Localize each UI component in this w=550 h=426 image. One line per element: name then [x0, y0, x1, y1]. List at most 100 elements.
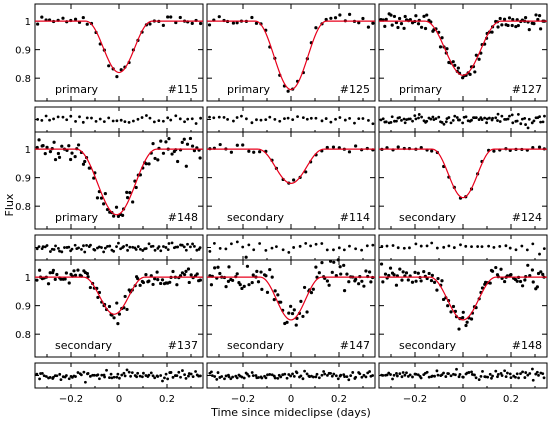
data-point: [342, 289, 347, 293]
data-point: [394, 283, 399, 287]
data-point: [276, 293, 280, 297]
data-point: [190, 21, 194, 25]
residual-point: [325, 248, 329, 252]
data-point: [392, 273, 396, 277]
residual-point: [157, 245, 161, 248]
data-point: [496, 25, 500, 29]
residual-point: [447, 116, 451, 119]
x-tick-label: −0.2: [403, 394, 427, 405]
residual-point: [442, 122, 446, 126]
x-tick-label: −0.2: [231, 394, 255, 405]
residual-point: [442, 371, 445, 375]
residual-point: [142, 371, 145, 375]
residual-point: [391, 244, 395, 247]
residual-point: [539, 120, 543, 124]
residual-point: [260, 376, 264, 380]
data-point: [153, 156, 157, 161]
residual-point: [181, 369, 184, 372]
residual-point: [287, 250, 291, 254]
residual-point: [138, 374, 142, 378]
data-point: [123, 294, 127, 299]
residual-point: [82, 244, 85, 248]
data-point: [218, 271, 222, 276]
data-point: [329, 16, 333, 20]
residual-point: [491, 116, 494, 120]
residual-point: [230, 242, 233, 246]
residual-point: [455, 116, 459, 119]
residual-point: [48, 118, 51, 122]
data-point: [285, 320, 289, 324]
residual-point: [89, 243, 92, 247]
data-point: [186, 267, 191, 271]
data-point: [64, 271, 68, 275]
residual-point: [317, 376, 321, 380]
residual-point: [491, 374, 494, 378]
residual-point: [525, 248, 529, 252]
data-point: [435, 288, 439, 292]
residual-point: [98, 117, 102, 121]
residual-point: [477, 118, 481, 121]
residual-point: [82, 370, 86, 374]
data-point: [273, 289, 277, 293]
data-point: [406, 278, 410, 282]
data-point: [338, 13, 342, 17]
residual-point: [384, 120, 388, 124]
residual-point: [479, 374, 483, 378]
data-point: [337, 146, 341, 150]
data-point: [189, 273, 193, 277]
residual-point: [430, 241, 434, 245]
data-point: [235, 143, 239, 147]
residual-point: [476, 245, 480, 248]
residual-point: [177, 370, 181, 374]
residual-point: [169, 371, 173, 374]
data-point: [492, 149, 496, 153]
residual-point: [131, 245, 135, 249]
residual-point: [224, 374, 228, 378]
data-point: [477, 57, 481, 61]
residual-point: [449, 374, 453, 378]
residual-point: [458, 373, 462, 376]
residual-point: [285, 376, 289, 380]
data-point: [292, 178, 296, 182]
residual-point: [102, 250, 106, 254]
data-point: [451, 60, 455, 64]
residual-point: [354, 375, 358, 379]
data-point: [342, 263, 346, 267]
residual-point: [303, 369, 306, 373]
residual-point: [330, 374, 334, 378]
data-point: [227, 265, 231, 269]
residual-point: [191, 242, 194, 246]
residual-point: [390, 115, 394, 119]
residual-point: [496, 112, 500, 116]
residual-point: [381, 117, 385, 121]
residual-point: [283, 372, 287, 376]
residual-point: [136, 371, 140, 375]
residual-point: [147, 242, 151, 246]
data-point: [182, 137, 186, 141]
residual-point: [60, 250, 64, 254]
residual-point: [526, 126, 530, 130]
residual-point: [381, 373, 385, 377]
data-point: [72, 269, 76, 273]
model-curve: [207, 20, 375, 91]
data-point: [43, 151, 47, 156]
data-point: [503, 279, 507, 284]
panel-label: secondary: [399, 211, 456, 224]
residual-point: [488, 116, 491, 120]
residual-point: [194, 122, 198, 125]
residual-point: [103, 375, 106, 379]
residual-point: [108, 376, 111, 380]
residual-point: [147, 373, 151, 377]
data-point: [119, 68, 123, 72]
residual-point: [105, 368, 108, 372]
data-point: [116, 322, 120, 326]
data-point: [451, 304, 456, 309]
data-point: [229, 150, 233, 154]
data-point: [286, 89, 290, 93]
residual-point: [258, 242, 262, 245]
residual-point: [414, 242, 418, 246]
data-point: [37, 138, 41, 142]
residual-point: [125, 243, 129, 247]
data-point: [534, 13, 538, 17]
